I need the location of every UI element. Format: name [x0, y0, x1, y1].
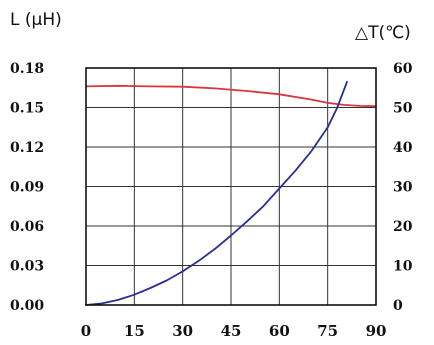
y-right-tick-label: 50: [393, 101, 413, 117]
temperature-rise-line: [85, 80, 348, 306]
y-right-tick-label: 20: [393, 219, 413, 235]
y-axis-left-label: L (μH): [10, 10, 62, 30]
y-left-tick-label: 0.00: [10, 298, 44, 314]
plot-frame: [85, 67, 377, 306]
y-axis-right-label: △T(℃): [355, 23, 411, 43]
y-axis-right-ticks: 0 10 20 30 40 50 60: [393, 61, 413, 314]
y-right-tick-label: 60: [393, 61, 413, 77]
y-right-tick-label: 10: [393, 259, 413, 275]
y-left-tick-label: 0.03: [10, 259, 44, 275]
x-tick-label: 60: [269, 322, 290, 340]
y-right-tick-label: 40: [393, 140, 413, 156]
y-left-tick-label: 0.18: [10, 61, 44, 77]
y-left-tick-label: 0.15: [10, 101, 44, 117]
x-tick-label: 75: [317, 322, 338, 340]
y-left-tick-label: 0.12: [10, 140, 44, 156]
y-right-tick-label: 30: [393, 180, 413, 196]
y-left-tick-label: 0.06: [10, 219, 44, 235]
x-axis-ticks: 0 15 30 45 60 75 90: [81, 322, 387, 340]
x-tick-label: 30: [172, 322, 193, 340]
x-tick-label: 0: [81, 322, 91, 340]
y-left-tick-label: 0.09: [10, 180, 44, 196]
x-tick-label: 15: [124, 322, 145, 340]
x-tick-label: 45: [221, 322, 242, 340]
y-axis-left-ticks: 0.00 0.03 0.06 0.09 0.12 0.15 0.18: [10, 61, 44, 314]
y-right-tick-label: 0: [393, 298, 403, 314]
x-tick-label: 90: [366, 322, 387, 340]
series-lines: [85, 80, 377, 306]
inductance-line: [85, 84, 377, 108]
